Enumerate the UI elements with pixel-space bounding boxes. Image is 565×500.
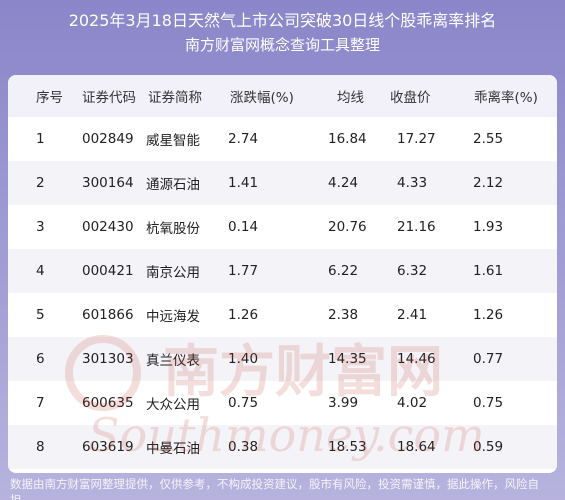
- table-row: 7 600635 大众公用 0.75 3.99 4.02 0.75: [8, 381, 557, 425]
- cell-code: 002849: [82, 131, 134, 147]
- cell-name: 杭氧股份: [146, 221, 200, 237]
- cell-index: 3: [36, 219, 45, 235]
- cell-code: 600635: [82, 395, 134, 411]
- table-row: 8 603619 中曼石油 0.38 18.53 18.64 0.59: [8, 425, 557, 469]
- cell-index: 6: [36, 351, 45, 367]
- cell-code: 601866: [82, 307, 134, 323]
- cell-bias: 0.77: [473, 351, 504, 367]
- table-row: 1 002849 威星智能 2.74 16.84 17.27 2.55: [8, 117, 557, 161]
- cell-close: 18.64: [397, 439, 436, 455]
- cell-index: 2: [36, 175, 45, 191]
- cell-close: 6.32: [397, 263, 428, 279]
- column-header-close: 收盘价: [390, 90, 431, 106]
- disclaimer: 数据由南方财富网整理提供，仅供参考，不构成投资建议，股市有风险，投资需谨慎，据此…: [10, 477, 539, 500]
- cell-name: 通源石油: [146, 177, 200, 193]
- cell-bias: 1.26: [473, 307, 504, 323]
- cell-ma: 16.84: [328, 131, 367, 147]
- cell-close: 2.41: [397, 307, 428, 323]
- cell-close: 14.46: [397, 351, 436, 367]
- cell-name: 中远海发: [146, 309, 200, 325]
- cell-bias: 1.61: [473, 263, 504, 279]
- cell-index: 7: [36, 395, 45, 411]
- page-title: 2025年3月18日天然气上市公司突破30日线个股乖离率排名: [68, 11, 497, 30]
- cell-close: 17.27: [397, 131, 436, 147]
- cell-ma: 20.76: [328, 219, 367, 235]
- table-header-row: 序号 证券代码 证券简称 涨跌幅(%) 均线 收盘价 乖离率(%): [8, 75, 557, 117]
- cell-ma: 14.35: [328, 351, 367, 367]
- cell-index: 1: [36, 131, 45, 147]
- cell-ma: 6.22: [328, 263, 359, 279]
- cell-close: 4.33: [397, 175, 428, 191]
- cell-code: 000421: [82, 263, 134, 279]
- cell-bias: 0.75: [473, 395, 504, 411]
- cell-bias: 2.12: [473, 175, 504, 191]
- column-header-code: 证券代码: [82, 90, 136, 106]
- cell-code: 603619: [82, 439, 134, 455]
- cell-change: 2.74: [228, 131, 259, 147]
- cell-code: 300164: [82, 175, 134, 191]
- column-header-bias: 乖离率(%): [474, 90, 538, 106]
- page-subtitle: 南方财富网概念查询工具整理: [184, 36, 380, 54]
- cell-name: 中曼石油: [146, 441, 200, 457]
- cell-close: 21.16: [397, 219, 436, 235]
- cell-ma: 4.24: [328, 175, 359, 191]
- table-row: 4 000421 南京公用 1.77 6.22 6.32 1.61: [8, 249, 557, 293]
- cell-change: 1.77: [228, 263, 259, 279]
- cell-close: 4.02: [397, 395, 428, 411]
- column-header-index: 序号: [36, 90, 63, 106]
- cell-change: 1.26: [228, 307, 259, 323]
- cell-change: 0.75: [228, 395, 259, 411]
- cell-change: 0.38: [228, 439, 259, 455]
- cell-change: 1.41: [228, 175, 259, 191]
- column-header-ma: 均线: [337, 90, 364, 106]
- table-row: 2 300164 通源石油 1.41 4.24 4.33 2.12: [8, 161, 557, 205]
- cell-bias: 0.59: [473, 439, 504, 455]
- cell-ma: 18.53: [328, 439, 367, 455]
- cell-name: 真兰仪表: [146, 353, 200, 369]
- cell-change: 0.14: [228, 219, 259, 235]
- column-header-name: 证券简称: [148, 90, 202, 106]
- column-header-change: 涨跌幅(%): [230, 90, 294, 106]
- table-row: 6 301303 真兰仪表 1.40 14.35 14.46 0.77: [8, 337, 557, 381]
- cell-index: 8: [36, 439, 45, 455]
- cell-bias: 2.55: [473, 131, 504, 147]
- cell-ma: 3.99: [328, 395, 359, 411]
- cell-index: 5: [36, 307, 45, 323]
- cell-code: 002430: [82, 219, 134, 235]
- ranking-table: 序号 证券代码 证券简称 涨跌幅(%) 均线 收盘价 乖离率(%) 1 0028…: [8, 75, 557, 473]
- cell-name: 南京公用: [146, 265, 200, 281]
- cell-name: 威星智能: [146, 133, 200, 149]
- cell-index: 4: [36, 263, 45, 279]
- table-row: 5 601866 中远海发 1.26 2.38 2.41 1.26: [8, 293, 557, 337]
- cell-name: 大众公用: [146, 397, 200, 413]
- cell-code: 301303: [82, 351, 134, 367]
- cell-bias: 1.93: [473, 219, 504, 235]
- table-row: 3 002430 杭氧股份 0.14 20.76 21.16 1.93: [8, 205, 557, 249]
- cell-change: 1.40: [228, 351, 259, 367]
- cell-ma: 2.38: [328, 307, 359, 323]
